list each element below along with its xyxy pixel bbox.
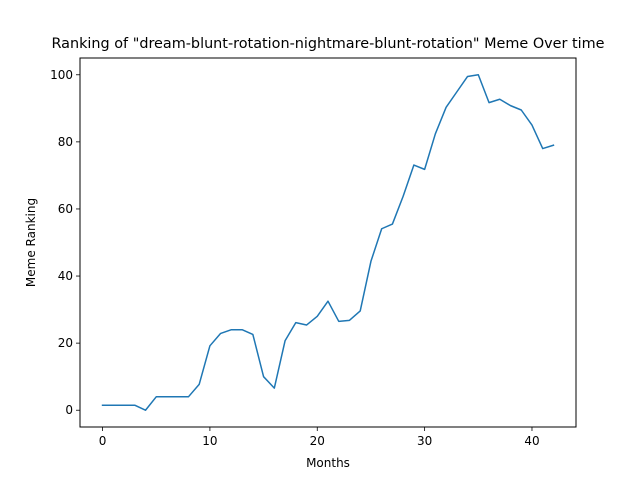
y-tick-label: 20 — [58, 336, 73, 350]
x-tick-label: 20 — [310, 434, 325, 448]
series-group — [101, 74, 555, 411]
y-tick-label: 60 — [58, 202, 73, 216]
x-axis-label: Months — [306, 456, 350, 470]
y-tick-label: 100 — [50, 68, 73, 82]
plot-frame — [79, 57, 577, 428]
axis-ticks: 0 10 20 30 40 0 20 40 60 80 100 — [50, 68, 540, 448]
y-tick-label: 40 — [58, 269, 73, 283]
x-tick-label: 30 — [417, 434, 432, 448]
x-tick-label: 10 — [202, 434, 217, 448]
y-tick-label: 80 — [58, 135, 73, 149]
x-tick-label: 0 — [99, 434, 107, 448]
y-axis-label: Meme Ranking — [24, 198, 38, 287]
series-line-0 — [101, 74, 555, 411]
chart-title: Ranking of "dream-blunt-rotation-nightma… — [51, 36, 604, 52]
x-tick-label: 40 — [524, 434, 539, 448]
y-tick-label: 0 — [65, 403, 73, 417]
